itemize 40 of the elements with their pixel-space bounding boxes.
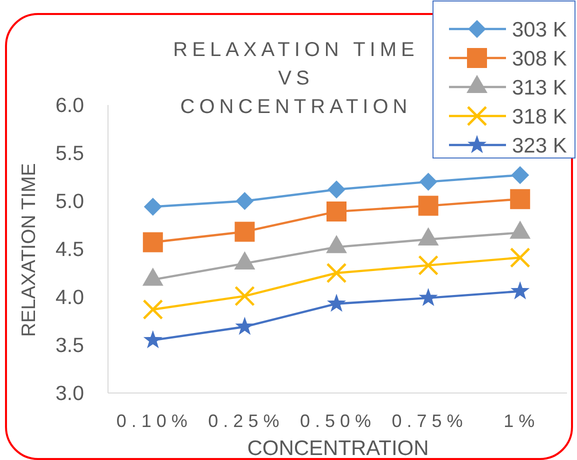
point (418, 196, 438, 216)
y-tick-label: 4.5 (56, 238, 84, 262)
point (511, 166, 530, 184)
point (234, 222, 255, 242)
legend-label: 323 K (512, 134, 567, 158)
y-tick-label: 5.5 (56, 142, 84, 166)
point (510, 247, 530, 268)
x-tick-label: 1% (504, 411, 540, 431)
point (235, 316, 254, 335)
y-tick-label: 5.0 (56, 190, 84, 214)
point (234, 286, 255, 306)
point (142, 232, 163, 252)
chart-title: RELAXATION TIME VS CONCENTRATION (173, 39, 419, 118)
point (142, 299, 164, 320)
y-tick-label: 4.0 (56, 286, 84, 310)
point (510, 189, 530, 210)
point (326, 294, 346, 312)
point (326, 202, 346, 222)
y-tick-label: 3.5 (56, 334, 84, 358)
y-axis-title: RELAXATION TIME (18, 163, 40, 337)
legend-label: 308 K (512, 48, 567, 70)
point (144, 198, 162, 216)
legend-label: 313 K (512, 76, 567, 100)
x-tick-label: 0.10% (116, 411, 192, 431)
legend-label: 303 K (512, 18, 567, 42)
y-tick-label: 3.0 (56, 382, 84, 406)
point (418, 288, 438, 306)
x-axis-title: CONCENTRATION (247, 437, 429, 460)
x-tick-label: 0.50% (300, 411, 376, 431)
point (510, 281, 530, 300)
point (143, 330, 162, 348)
point (419, 172, 438, 191)
point (328, 180, 346, 198)
point (326, 262, 347, 284)
x-tick-label: 0.25% (208, 411, 284, 431)
x-tick-label: 0.75% (392, 411, 468, 431)
point (418, 255, 438, 276)
y-tick-label: 6.0 (56, 94, 84, 118)
point (236, 192, 254, 210)
legend-label: 318 K (512, 106, 567, 128)
